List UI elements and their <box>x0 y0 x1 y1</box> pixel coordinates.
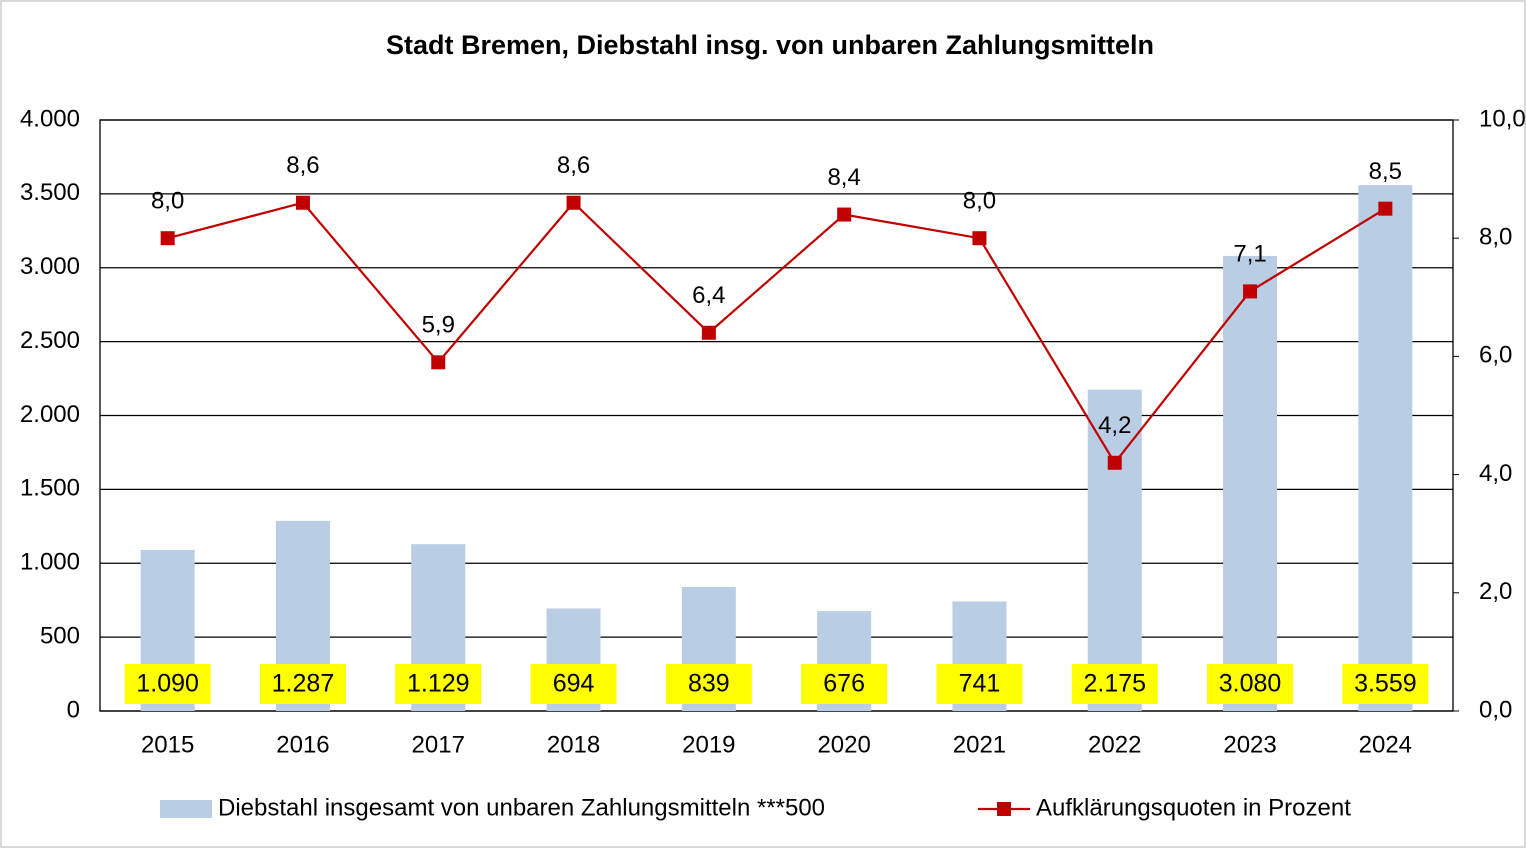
x-tick-label: 2016 <box>276 731 329 758</box>
y2-tick-label: 4,0 <box>1479 460 1512 487</box>
line-value-label: 4,2 <box>1098 412 1131 439</box>
value-label-box <box>1071 664 1158 704</box>
line-value-label: 8,0 <box>151 188 184 215</box>
line-marker <box>431 355 446 370</box>
value-label-box <box>1207 664 1294 704</box>
legend-label: Diebstahl insgesamt von unbaren Zahlungs… <box>218 794 825 821</box>
legend-marker <box>997 802 1011 816</box>
bar-value-label: 676 <box>823 670 865 698</box>
bar-value-label: 741 <box>959 670 1001 698</box>
y2-tick-label: 8,0 <box>1479 224 1512 251</box>
y-tick-label: 0 <box>67 696 80 723</box>
bar-value-label: 1.129 <box>407 670 470 698</box>
y-tick-label: 2.500 <box>20 327 80 354</box>
line-marker <box>566 195 581 210</box>
line-marker <box>160 231 175 246</box>
y2-tick-label: 0,0 <box>1479 696 1512 723</box>
bar <box>1358 185 1413 712</box>
x-tick-label: 2015 <box>141 731 194 758</box>
plot-frame <box>99 119 1454 712</box>
y-tick-label: 2.000 <box>20 401 80 428</box>
y-tick-label: 3.500 <box>20 179 80 206</box>
line <box>167 201 1386 465</box>
bar <box>1087 389 1142 711</box>
bar-value-label: 1.090 <box>136 670 199 698</box>
x-tick-label: 2024 <box>1359 731 1412 758</box>
value-label-box <box>801 664 888 704</box>
x-tick-label: 2021 <box>953 731 1006 758</box>
value-label-box <box>259 664 346 704</box>
value-label-box <box>936 664 1023 704</box>
bar-value-label: 694 <box>553 670 595 698</box>
line-value-label: 8,0 <box>963 188 996 215</box>
x-tick-label: 2020 <box>817 731 870 758</box>
bar <box>1223 255 1278 711</box>
y-tick-label: 1.000 <box>20 549 80 576</box>
bar-value-label: 1.287 <box>272 670 335 698</box>
x-tick-label: 2023 <box>1223 731 1276 758</box>
line-value-label: 6,4 <box>692 282 725 309</box>
y-tick-label: 3.000 <box>20 253 80 280</box>
bar-value-label: 2.175 <box>1083 670 1146 698</box>
value-label-box <box>530 664 617 704</box>
legend-swatch <box>160 800 212 818</box>
y2-tick-label: 10,0 <box>1479 105 1526 132</box>
y-tick-label: 1.500 <box>20 475 80 502</box>
x-tick-label: 2018 <box>547 731 600 758</box>
line-value-label: 8,5 <box>1369 158 1402 185</box>
line-marker <box>1243 284 1258 299</box>
value-label-box <box>395 664 482 704</box>
value-label-box <box>665 664 752 704</box>
y-tick-label: 4.000 <box>20 105 80 132</box>
line-marker <box>1378 201 1393 216</box>
x-tick-label: 2022 <box>1088 731 1141 758</box>
line-value-label: 8,4 <box>827 164 860 191</box>
y2-tick-label: 6,0 <box>1479 342 1512 369</box>
bar-value-label: 3.080 <box>1219 670 1282 698</box>
line-marker <box>837 207 852 222</box>
x-tick-label: 2019 <box>682 731 735 758</box>
y-tick-label: 500 <box>40 622 80 649</box>
line-value-label: 8,6 <box>286 152 319 179</box>
line-marker <box>701 325 716 340</box>
value-label-box <box>1342 664 1429 704</box>
legend-label: Aufklärungsquoten in Prozent <box>1036 794 1351 821</box>
line-marker <box>295 195 310 210</box>
bar-value-label: 839 <box>688 670 730 698</box>
value-label-box <box>124 664 211 704</box>
y2-tick-label: 2,0 <box>1479 578 1512 605</box>
line-marker <box>1107 455 1122 470</box>
line-value-label: 5,9 <box>422 312 455 339</box>
chart-title: Stadt Bremen, Diebstahl insg. von unbare… <box>386 30 1154 60</box>
line-value-label: 7,1 <box>1233 241 1266 268</box>
line-value-label: 8,6 <box>557 152 590 179</box>
bar-value-label: 3.559 <box>1354 670 1417 698</box>
line-marker <box>972 231 987 246</box>
x-tick-label: 2017 <box>412 731 465 758</box>
